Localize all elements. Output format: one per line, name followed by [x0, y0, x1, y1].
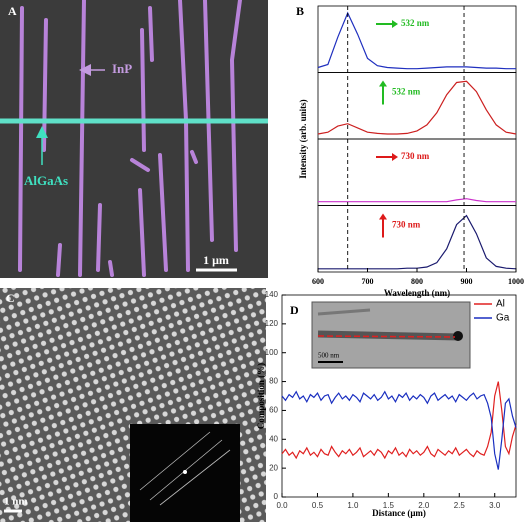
sem-image: [0, 0, 268, 278]
x-tick-label: 1000: [508, 277, 524, 286]
inset-scale-label: 500 nm: [318, 352, 340, 360]
x-axis-label: Distance (μm): [372, 508, 426, 518]
panel-label: A: [8, 4, 17, 18]
x-tick-label: 0.0: [276, 501, 288, 510]
y-tick-label: 20: [269, 463, 278, 472]
annotation: 532 nm: [392, 87, 421, 97]
y-tick-label: 100: [265, 348, 279, 357]
annotation-arrowhead: [379, 80, 387, 87]
spectrum-line: [317, 11, 516, 70]
x-tick-label: 900: [461, 277, 473, 286]
y-tick-label: 120: [265, 319, 279, 328]
annotation: InP: [112, 61, 132, 76]
spectrum-line: [317, 80, 517, 135]
scale-bar-label: 1 nm: [4, 496, 28, 508]
annotation: 532 nm: [401, 18, 430, 28]
legend-label: Ga: [496, 313, 510, 324]
annotation: AlGaAs: [24, 173, 68, 188]
x-tick-label: 0.5: [312, 501, 324, 510]
x-tick-label: 800: [411, 277, 423, 286]
y-tick-label: 80: [269, 377, 278, 386]
spectrum-line: [318, 198, 516, 203]
x-tick-label: 600: [312, 277, 324, 286]
composition-line: [281, 390, 517, 470]
y-axis-label: Composition (%): [256, 363, 266, 429]
inset-scan-line: [317, 335, 456, 338]
x-tick-label: 1.0: [347, 501, 359, 510]
y-tick-label: 0: [274, 492, 279, 501]
x-tick-label: 3.0: [489, 501, 501, 510]
x-tick-label: 2.0: [418, 501, 430, 510]
x-tick-label: 700: [362, 277, 374, 286]
inset-wire: [317, 308, 371, 316]
annotation-arrowhead: [392, 153, 398, 161]
y-tick-label: 140: [265, 290, 279, 299]
composition-line: [281, 381, 517, 460]
annotation: 730 nm: [392, 220, 421, 230]
legend-label: Al: [496, 299, 505, 310]
y-tick-label: 40: [269, 434, 278, 443]
scale-bar-label: 1 μm: [203, 253, 229, 267]
x-tick-label: 2.5: [454, 501, 466, 510]
panel-label: D: [290, 303, 299, 317]
panel-label: B: [296, 4, 304, 18]
x-tick-label: 1.5: [383, 501, 395, 510]
tem-image: [0, 288, 266, 522]
y-axis-label: Intensity (arb. units): [298, 99, 308, 178]
y-tick-label: 60: [269, 406, 278, 415]
inset-catalyst: [453, 331, 463, 341]
annotation-arrowhead: [379, 213, 387, 220]
panel-label: C: [6, 291, 15, 305]
x-axis-label: Wavelength (nm): [384, 288, 450, 298]
annotation: 730 nm: [401, 151, 430, 161]
annotation-arrowhead: [392, 20, 398, 28]
